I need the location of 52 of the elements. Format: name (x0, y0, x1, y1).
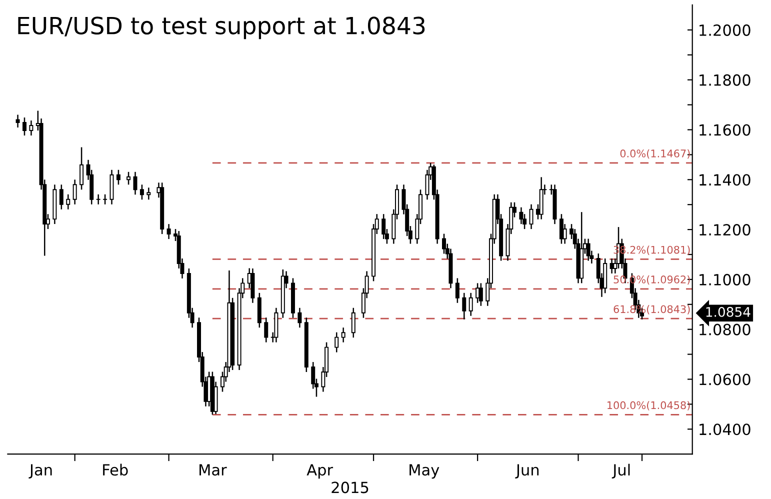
y-tick-label: 1.1200 (700, 224, 750, 236)
y-tick-label: 1.1400 (700, 174, 750, 186)
y-tick-label: 1.0400 (700, 424, 750, 436)
candlestick (29, 120, 34, 136)
candlestick (116, 169, 120, 186)
candlestick (351, 307, 356, 338)
candlestick (462, 292, 466, 320)
y-tick-label: 1.1600 (700, 124, 750, 136)
candlestick (59, 184, 64, 210)
text: 1.0854 (706, 306, 750, 317)
candlestick (264, 316, 268, 343)
candlestick (442, 233, 446, 254)
candlestick (455, 278, 460, 304)
y-tick-label: 1.1000 (700, 274, 750, 286)
candlestick (126, 171, 131, 186)
y-tick-label: 1.0600 (700, 374, 750, 386)
candlestick (519, 206, 524, 225)
candlestick (16, 114, 20, 128)
candlestick (476, 282, 480, 304)
candlestick (22, 116, 26, 136)
x-tick-label: Feb (103, 464, 128, 476)
candlestick (586, 238, 590, 262)
x-tick-label: Jun (515, 464, 539, 478)
ref-line-label: 0.0%(1.1467) (620, 149, 690, 159)
candlestick (146, 187, 151, 200)
candlestick (66, 194, 70, 210)
x-tick-label: Jul (612, 464, 630, 478)
candlestick (478, 282, 483, 307)
candlestick (334, 332, 339, 353)
candlestick (166, 223, 171, 240)
candlestick (529, 204, 534, 230)
x-tick-label: Jan (28, 464, 52, 478)
candlestick (72, 179, 77, 205)
x-axis-title: 2015 (332, 482, 368, 494)
candlestick (140, 184, 144, 200)
x-tick-label: Mar (200, 464, 227, 476)
y-tick-label: 1.1800 (700, 74, 750, 86)
x-tick-label: Apr (306, 464, 334, 479)
candlestick (103, 194, 108, 205)
candlestick (80, 146, 84, 190)
candlestick (96, 194, 100, 205)
candlestick (133, 171, 138, 196)
y-tick-label: 1.2000 (700, 24, 750, 36)
chart-title: EUR/USD to test support at 1.0843 (18, 16, 425, 40)
y-tick-label: 1.0800 (700, 324, 750, 336)
candlestick (382, 213, 386, 240)
candlestick (559, 213, 564, 244)
x-tick-label: May (410, 464, 440, 479)
candlestick (298, 307, 302, 328)
candlestick (341, 326, 346, 343)
candlestick (468, 292, 473, 316)
ref-line-label: 100.0%(1.0458) (608, 401, 690, 410)
